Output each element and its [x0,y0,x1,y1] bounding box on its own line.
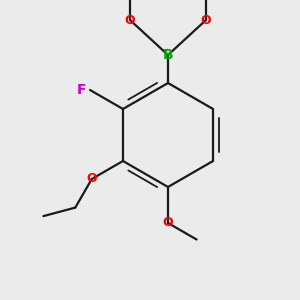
Text: O: O [125,14,135,26]
Text: O: O [201,14,211,26]
Text: O: O [86,172,97,185]
Text: B: B [163,48,173,62]
Text: O: O [163,217,173,230]
Text: F: F [76,83,86,97]
